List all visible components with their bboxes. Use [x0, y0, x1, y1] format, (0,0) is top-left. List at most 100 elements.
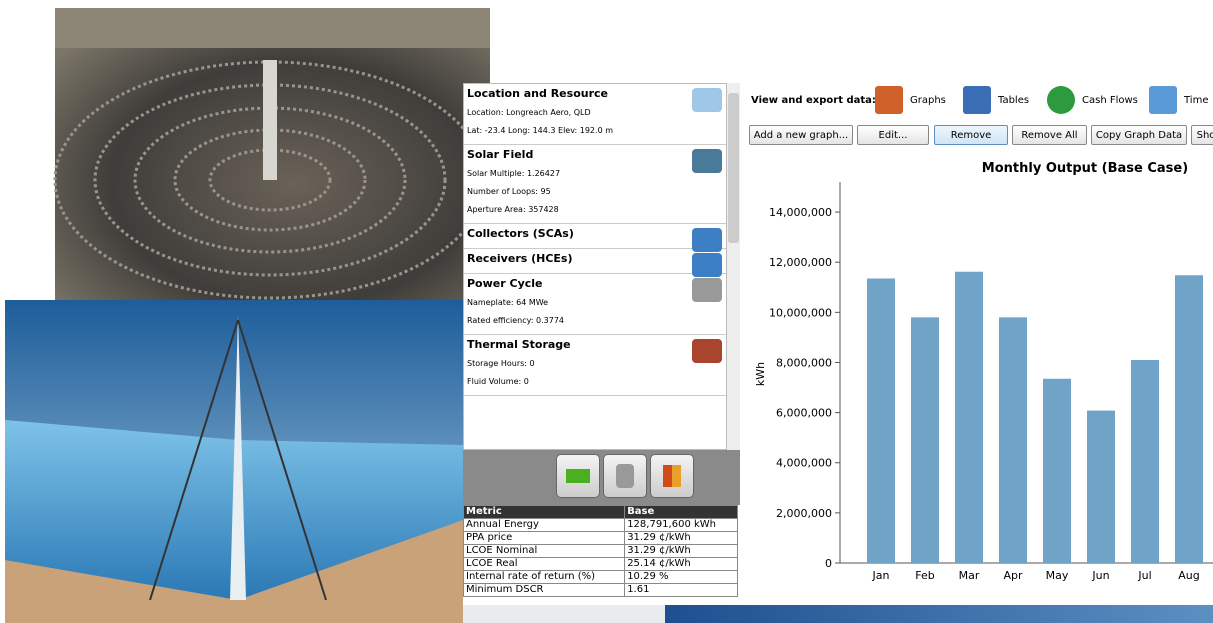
- input-group[interactable]: Solar Field Solar Multiple: 1.26427 Number…: [464, 145, 726, 224]
- group-title: Collectors (SCAs): [467, 227, 574, 240]
- y-axis-label: kWh: [754, 362, 767, 386]
- group-line: Storage Hours: 0: [467, 359, 535, 368]
- tab-icon[interactable]: [963, 86, 991, 114]
- metric-cell: 25.14 ¢/kWh: [624, 557, 738, 571]
- metric-cell: Internal rate of return (%): [463, 570, 626, 584]
- metric-row: LCOE Real 25.14 ¢/kWh: [463, 557, 738, 571]
- metric-row: PPA price 31.29 ¢/kWh: [463, 531, 738, 545]
- header-row: Metric Base: [463, 505, 738, 519]
- group-line: Aperture Area: 357428: [467, 205, 559, 214]
- metric-cell: LCOE Nominal: [463, 544, 626, 558]
- x-tick-label: Feb: [915, 569, 934, 582]
- toolbar-button[interactable]: Sho: [1191, 125, 1213, 145]
- tower: [263, 60, 277, 180]
- input-group[interactable]: Receivers (HCEs): [464, 249, 726, 277]
- x-tick-label: Apr: [1003, 569, 1023, 582]
- header-cell: Metric: [463, 505, 626, 519]
- group-title: Power Cycle: [467, 277, 543, 290]
- toolbar-button[interactable]: Copy Graph Data: [1091, 125, 1187, 145]
- y-tick-label: 0: [825, 557, 832, 570]
- bar: [867, 278, 895, 563]
- x-tick-label: Jan: [872, 569, 890, 582]
- group-line: Number of Loops: 95: [467, 187, 551, 196]
- group-icon: [692, 149, 722, 173]
- scrollbar[interactable]: [727, 83, 740, 450]
- y-tick-label: 8,000,000: [776, 356, 832, 369]
- metric-cell: Minimum DSCR: [463, 583, 626, 597]
- group-icon: [692, 88, 722, 112]
- group-title: Receivers (HCEs): [467, 252, 573, 265]
- x-tick-label: Aug: [1178, 569, 1199, 582]
- action-buttons: [463, 450, 740, 505]
- trough-frame: [149, 319, 327, 601]
- metric-cell: 31.29 ¢/kWh: [624, 544, 738, 558]
- bar: [1087, 410, 1115, 563]
- y-tick-label: 12,000,000: [769, 256, 832, 269]
- x-tick-label: May: [1046, 569, 1069, 582]
- tab-label[interactable]: Time: [1184, 95, 1209, 106]
- y-tick-label: 2,000,000: [776, 507, 832, 520]
- tab-icon[interactable]: [1047, 86, 1075, 114]
- input-group[interactable]: Location and Resource Location: Longreach…: [464, 84, 726, 145]
- graph-button[interactable]: [650, 454, 694, 498]
- group-title: Solar Field: [467, 148, 534, 161]
- group-line: Fluid Volume: 0: [467, 377, 529, 386]
- metrics-table: Metric Base Annual Energy 128,791,600 kWh PP…: [463, 505, 740, 605]
- graph-buttons: Add a new graph... Edit... Remove Remove Al…: [745, 122, 1213, 148]
- photo-map: [463, 605, 665, 623]
- bar: [999, 317, 1027, 563]
- data-button[interactable]: [603, 454, 647, 498]
- x-tick-label: Jul: [1137, 569, 1151, 582]
- bar: [1043, 378, 1071, 563]
- group-line: Location: Longreach Aero, QLD: [467, 108, 591, 117]
- input-group[interactable]: Thermal Storage Storage Hours: 0 Fluid Vol…: [464, 335, 726, 396]
- bar: [1175, 275, 1203, 563]
- group-icon: [692, 253, 722, 277]
- group-line: Lat: -23.4 Long: 144.3 Elev: 192.0 m: [467, 126, 613, 135]
- tab-label[interactable]: Graphs: [910, 95, 946, 106]
- receiver-tube: [230, 315, 246, 600]
- input-group[interactable]: Power Cycle Nameplate: 64 MWe Rated effici…: [464, 274, 726, 335]
- toolbar-button[interactable]: Edit...: [857, 125, 929, 145]
- tab-icon[interactable]: [1149, 86, 1177, 114]
- toolbar-button[interactable]: Add a new graph...: [749, 125, 853, 145]
- toolbar-button[interactable]: Remove: [934, 125, 1008, 145]
- x-tick-label: Jun: [1091, 569, 1109, 582]
- tab-label[interactable]: Cash Flows: [1082, 95, 1138, 106]
- bar: [911, 317, 939, 563]
- chart-title: Monthly Output (Base Case): [982, 161, 1188, 176]
- group-icon: [692, 228, 722, 252]
- toolbar-button[interactable]: Remove All: [1012, 125, 1087, 145]
- header-cell: Base: [624, 505, 738, 519]
- metric-cell: PPA price: [463, 531, 626, 545]
- group-title: Thermal Storage: [467, 338, 571, 351]
- metric-cell: 10.29 %: [624, 570, 738, 584]
- y-tick-label: 10,000,000: [769, 306, 832, 319]
- metric-cell: Annual Energy: [463, 518, 626, 532]
- metric-cell: 31.29 ¢/kWh: [624, 531, 738, 545]
- chart: Monthly Output (Base Case) kWh 0 2,000,00…: [745, 150, 1213, 605]
- group-icon: [692, 278, 722, 302]
- metric-cell: LCOE Real: [463, 557, 626, 571]
- group-line: Solar Multiple: 1.26427: [467, 169, 561, 178]
- toolbar-label: View and export data:: [751, 95, 876, 106]
- group-icon: [692, 339, 722, 363]
- metric-cell: 128,791,600 kWh: [624, 518, 738, 532]
- input-summary: Location and Resource Location: Longreach…: [463, 83, 727, 450]
- y-tick-label: 14,000,000: [769, 206, 832, 219]
- metric-cell: 1.61: [624, 583, 738, 597]
- tab-icon[interactable]: [875, 86, 903, 114]
- x-tick-label: Mar: [959, 569, 980, 582]
- run-button[interactable]: [556, 454, 600, 498]
- metric-row: Internal rate of return (%) 10.29 %: [463, 570, 738, 584]
- bar: [955, 271, 983, 563]
- y-tick-label: 4,000,000: [776, 457, 832, 470]
- group-line: Nameplate: 64 MWe: [467, 298, 549, 307]
- tab-label[interactable]: Tables: [998, 95, 1030, 106]
- group-title: Location and Resource: [467, 87, 608, 100]
- y-tick-label: 6,000,000: [776, 407, 832, 420]
- input-group[interactable]: Collectors (SCAs): [464, 224, 726, 252]
- photo-blue: [665, 605, 1213, 623]
- metric-row: Annual Energy 128,791,600 kWh: [463, 518, 738, 532]
